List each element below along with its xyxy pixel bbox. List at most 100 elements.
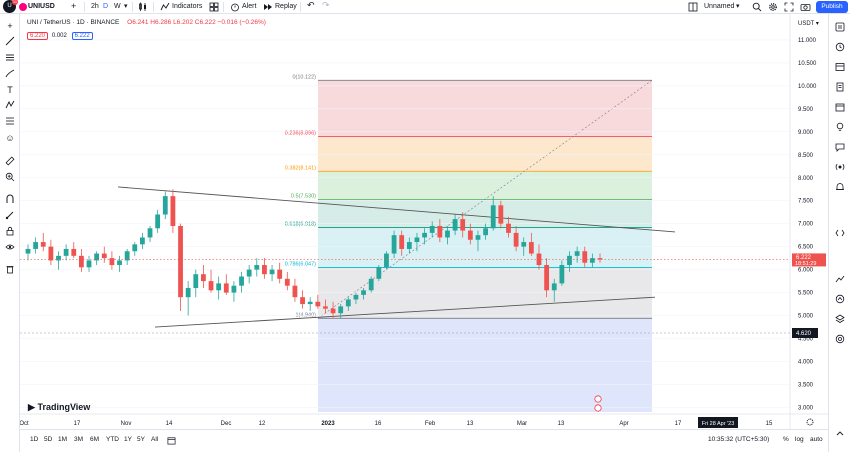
alert-button[interactable]: Alert — [242, 3, 257, 10]
fib-band-extension — [318, 318, 652, 412]
candle-body — [574, 251, 580, 256]
fib-tool-icon[interactable] — [4, 116, 16, 128]
range-5d[interactable]: 5D — [44, 436, 53, 443]
undo-icon[interactable]: ↶ — [307, 0, 315, 10]
search-icon[interactable] — [752, 2, 762, 12]
price-tick-label: 4.000 — [798, 359, 814, 365]
notifications-bell-icon[interactable] — [834, 182, 846, 194]
log-toggle[interactable]: log — [795, 436, 804, 443]
earnings-marker-icon[interactable] — [594, 395, 602, 403]
calendar-icon[interactable] — [834, 102, 846, 114]
replay-button[interactable]: Replay — [275, 3, 297, 10]
text-tool-icon[interactable]: T — [7, 85, 13, 95]
add-symbol-button[interactable]: + — [71, 1, 77, 11]
data-window-icon[interactable] — [834, 62, 846, 74]
indicators-icon[interactable] — [160, 2, 170, 12]
hotlist-icon[interactable] — [834, 82, 846, 94]
streams-icon[interactable] — [834, 162, 846, 174]
trend-lines[interactable] — [117, 186, 676, 328]
range-5y[interactable]: 5Y — [137, 436, 145, 443]
trend-line-icon[interactable] — [4, 36, 16, 48]
trading-panel-icon[interactable] — [834, 294, 846, 306]
fib-level-label: 0(10.122) — [292, 74, 316, 80]
date-range-icon[interactable] — [167, 436, 176, 447]
range-1y[interactable]: 1Y — [124, 436, 132, 443]
emoji-icon[interactable]: ☺ — [5, 133, 15, 143]
interval-dropdown-icon[interactable]: ▾ — [124, 3, 128, 10]
fib-trend-line[interactable] — [317, 80, 653, 319]
crosshair-icon[interactable]: + — [7, 21, 13, 31]
range-6m[interactable]: 6M — [90, 436, 100, 443]
buy-button[interactable]: 6.222 — [71, 32, 93, 40]
user-avatar[interactable]: U 11 — [3, 0, 18, 13]
clock-timezone[interactable]: 10:35:32 (UTC+5:30) — [708, 436, 770, 443]
percent-toggle[interactable]: % — [783, 436, 789, 443]
chat-icon[interactable] — [834, 142, 846, 154]
layers-icon[interactable] — [834, 314, 846, 326]
layout-grid-icon[interactable] — [688, 2, 698, 12]
candle-body — [201, 274, 206, 282]
candle-body — [399, 235, 405, 249]
interval-2h[interactable]: 2h — [91, 3, 99, 10]
price-chart[interactable]: 0(10.122) 0.236(8.896) 0.382(8.141) 0.5(7.5… — [20, 14, 828, 429]
lower-trend-line[interactable] — [154, 296, 656, 328]
magnet-icon[interactable] — [4, 194, 16, 206]
range-all[interactable]: All — [151, 436, 159, 443]
time-tick-label: 12 — [259, 421, 266, 427]
brush-icon[interactable] — [4, 68, 16, 80]
fullscreen-icon[interactable] — [784, 2, 794, 12]
layout-dropdown-icon[interactable]: ▾ — [736, 3, 740, 10]
candle-body — [155, 214, 161, 229]
gear-icon[interactable] — [768, 2, 778, 12]
candles-icon[interactable] — [138, 2, 148, 12]
candle-body — [589, 258, 595, 263]
templates-icon[interactable] — [209, 2, 219, 12]
alarm-clock-icon[interactable] — [230, 2, 240, 12]
grid — [20, 39, 790, 408]
pine-editor-icon[interactable] — [834, 228, 846, 240]
alerts-clock-icon[interactable] — [834, 42, 846, 54]
candle-body — [361, 290, 366, 295]
pattern-icon[interactable] — [4, 100, 16, 112]
trash-icon[interactable] — [4, 264, 16, 276]
chart-pane[interactable]: 0(10.122) 0.236(8.896) 0.382(8.141) 0.5(7.5… — [20, 14, 828, 429]
watchlist-icon[interactable] — [834, 22, 846, 34]
zoom-in-icon[interactable] — [4, 172, 16, 184]
axes: 11.000 10.500 10.000 9.500 9.000 8.500 8.000 7.… — [20, 14, 828, 429]
replay-icon[interactable] — [263, 2, 273, 12]
candle-body — [582, 251, 588, 263]
price-tick-label: 3.500 — [798, 382, 814, 388]
indicators-button[interactable]: Indicators — [172, 3, 203, 10]
range-3m[interactable]: 3M — [74, 436, 84, 443]
candle-body — [231, 285, 237, 293]
publish-button[interactable]: Publish — [816, 1, 848, 13]
eye-icon[interactable] — [4, 242, 16, 254]
range-ytd[interactable]: YTD — [106, 436, 119, 443]
horizontal-lines-icon[interactable] — [4, 52, 16, 64]
auto-toggle[interactable]: auto — [810, 436, 823, 443]
interval-w[interactable]: W — [114, 3, 121, 10]
range-1d[interactable]: 1D — [30, 436, 39, 443]
dividend-marker-icon[interactable] — [594, 404, 602, 412]
candle-body — [117, 260, 122, 266]
lock-icon[interactable] — [4, 226, 16, 238]
stay-drawing-icon[interactable] — [4, 210, 16, 222]
camera-icon[interactable] — [800, 2, 811, 12]
layout-name[interactable]: Unnamed — [704, 3, 735, 10]
interval-d[interactable]: D — [103, 3, 109, 10]
ideas-lightbulb-icon[interactable] — [834, 122, 846, 134]
object-tree-icon[interactable] — [834, 274, 846, 286]
chart-settings-gear-icon[interactable] — [806, 418, 814, 426]
redo-icon[interactable]: ↷ — [322, 0, 330, 10]
ruler-icon[interactable] — [4, 156, 16, 168]
fib-band — [318, 171, 652, 200]
candle-body — [48, 246, 54, 261]
help-icon[interactable] — [834, 334, 846, 346]
expand-panel-icon[interactable] — [834, 428, 846, 440]
price-tick-label: 7.000 — [798, 222, 814, 228]
fib-band — [318, 136, 652, 172]
upper-trend-line[interactable] — [117, 186, 676, 233]
symbol-search[interactable]: UNIUSD — [28, 3, 55, 10]
sell-button[interactable]: 6.220 — [27, 32, 49, 40]
range-1m[interactable]: 1M — [58, 436, 68, 443]
